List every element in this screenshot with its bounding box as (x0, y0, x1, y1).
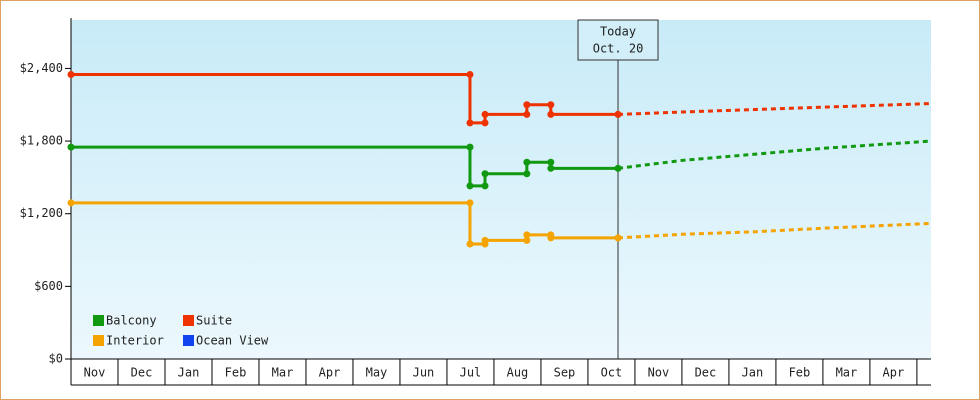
price-point (523, 110, 531, 118)
legend-swatch (93, 335, 104, 346)
price-point (547, 164, 555, 172)
x-tick-label: Jul (460, 366, 482, 380)
price-point (481, 110, 489, 118)
x-tick-label: Dec (695, 366, 717, 380)
x-tick-label: Jun (413, 366, 435, 380)
today-label: Today (600, 25, 636, 39)
x-tick-label: Mar (272, 366, 294, 380)
x-tick-label: Apr (319, 366, 341, 380)
price-point (523, 236, 531, 244)
price-point (481, 236, 489, 244)
price-point (523, 101, 531, 109)
price-point (466, 70, 474, 78)
x-tick-label: Jan (742, 366, 764, 380)
y-tick-label: $2,400 (20, 61, 63, 75)
price-point (547, 234, 555, 242)
legend-label: Interior (106, 334, 164, 348)
price-point (547, 101, 555, 109)
price-point (481, 119, 489, 127)
legend-swatch (183, 315, 194, 326)
price-point (466, 143, 474, 151)
price-point (523, 170, 531, 178)
price-point (523, 158, 531, 166)
price-point (466, 240, 474, 248)
price-point (466, 199, 474, 207)
y-tick-label: $600 (34, 279, 63, 293)
price-point (481, 170, 489, 178)
price-point (547, 110, 555, 118)
x-tick-label: Feb (789, 366, 811, 380)
price-point (466, 182, 474, 190)
y-tick-label: $0 (49, 352, 63, 366)
today-point (614, 234, 622, 242)
today-point (614, 164, 622, 172)
today-date: Oct. 20 (593, 42, 644, 56)
today-box (577, 19, 659, 61)
legend-label: Suite (196, 314, 232, 328)
price-point (523, 231, 531, 239)
y-tick-label: $1,200 (20, 206, 63, 220)
forecast-line (617, 139, 932, 170)
x-tick-label: Nov (648, 366, 670, 380)
x-tick-label: Oct (601, 366, 623, 380)
x-tick-label: Jan (178, 366, 200, 380)
price-line (71, 72, 619, 125)
x-tick-label: Apr (883, 366, 905, 380)
x-tick-label: Mar (836, 366, 858, 380)
x-tick-label: May (366, 366, 388, 380)
x-tick-label: Nov (84, 366, 106, 380)
y-tick-label: $1,800 (20, 134, 63, 148)
price-point (67, 70, 75, 78)
price-point (466, 119, 474, 127)
price-point (67, 143, 75, 151)
price-point (481, 182, 489, 190)
legend-swatch (183, 335, 194, 346)
price-point (547, 158, 555, 166)
today-point (614, 110, 622, 118)
legend-swatch (93, 315, 104, 326)
x-tick-label: Sep (554, 366, 576, 380)
legend-label: Ocean View (196, 334, 269, 348)
plot-area (71, 20, 931, 359)
price-point (67, 199, 75, 207)
x-tick-label: Feb (225, 366, 247, 380)
legend-label: Balcony (106, 314, 157, 328)
x-tick-label: Dec (131, 366, 153, 380)
x-tick-label: Aug (507, 366, 529, 380)
